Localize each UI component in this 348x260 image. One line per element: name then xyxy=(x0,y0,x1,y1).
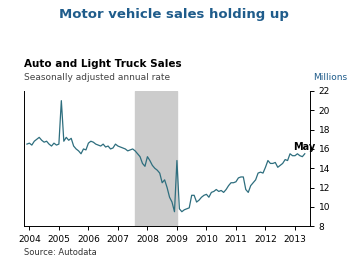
Text: May: May xyxy=(293,142,316,152)
Text: Motor vehicle sales holding up: Motor vehicle sales holding up xyxy=(59,8,289,21)
Text: Source: Autodata: Source: Autodata xyxy=(24,248,97,257)
Text: Seasonally adjusted annual rate: Seasonally adjusted annual rate xyxy=(24,73,171,82)
Text: Auto and Light Truck Sales: Auto and Light Truck Sales xyxy=(24,59,182,69)
Bar xyxy=(135,91,177,226)
Text: Millions: Millions xyxy=(313,73,347,82)
